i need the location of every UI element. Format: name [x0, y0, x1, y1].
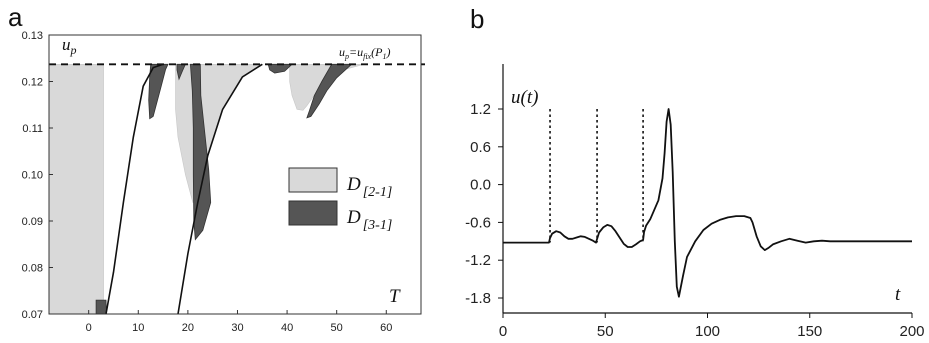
series-line-0 — [503, 108, 912, 298]
region-d21-0 — [48, 64, 104, 315]
panel-a-xlabel: T — [389, 286, 401, 307]
b-ytick-label-4: -1.2 — [465, 252, 491, 269]
a-xtick-label-6: 60 — [380, 322, 392, 334]
panel-a-regions — [48, 63, 365, 315]
a-xtick-label-2: 20 — [182, 322, 194, 334]
a-ytick-label-6: 0.13 — [22, 30, 43, 42]
legend-swatch-d21 — [288, 167, 338, 193]
b-ytick-label-0: 1.2 — [470, 101, 491, 118]
region-d31-3 — [267, 63, 294, 74]
region-d31-4 — [306, 63, 353, 119]
panel-a-lines — [49, 63, 425, 315]
a-ytick-label-4: 0.11 — [22, 123, 43, 135]
a-ytick-label-1: 0.08 — [22, 263, 43, 275]
legend-label-d21: D [2-1] — [346, 174, 392, 200]
a-ytick-label-0: 0.07 — [22, 309, 43, 321]
panel-b-label: b — [470, 4, 484, 34]
panel-a-label: a — [8, 2, 23, 32]
b-xtick-label-1: 50 — [597, 323, 614, 340]
b-ytick-label-5: -1.8 — [465, 290, 491, 307]
b-ytick-label-2: 0.0 — [470, 177, 491, 194]
region-d21-1 — [175, 64, 264, 203]
a-xtick-label-3: 30 — [231, 322, 243, 334]
region-d31-5 — [95, 299, 107, 315]
panel-b-ylabel: u(t) — [511, 87, 538, 108]
panel-a-ylabel: up — [62, 35, 77, 57]
a-ytick-label-3: 0.10 — [22, 170, 43, 182]
panel-a-ticks: 0.07 0.08 0.09 0.10 0.11 0.12 0.13 0 10 20 30 40 50 6… — [22, 30, 393, 334]
b-xtick-label-3: 150 — [797, 323, 822, 340]
legend-label-d31: D [3-1] — [346, 207, 392, 233]
region-d31-0 — [148, 63, 169, 120]
panel-b: b 1.2 0.6 0.0 -0.6 -1.2 -1.8 0 50 100 150 200 u(t)… — [465, 4, 924, 340]
panel-a: a 0.07 0.08 0.09 0.10 0.11 0.12 0.13 0 10 20 30 40 5… — [8, 2, 425, 334]
region-d31-2 — [189, 63, 212, 241]
panel-b-xlabel: t — [895, 284, 901, 305]
a-xtick-label-1: 10 — [132, 322, 144, 334]
panel-b-vlines — [549, 109, 644, 243]
legend-swatch-d31 — [288, 200, 338, 226]
b-xtick-label-0: 0 — [499, 323, 507, 340]
region-d21-2 — [289, 64, 365, 111]
a-xtick-label-5: 50 — [331, 322, 343, 334]
legend: D [2-1] D [3-1] — [288, 167, 392, 233]
boundary-curve-1 — [105, 63, 164, 315]
a-ytick-label-5: 0.12 — [22, 77, 43, 89]
a-ytick-label-2: 0.09 — [22, 216, 43, 228]
panel-b-ticks: 1.2 0.6 0.0 -0.6 -1.2 -1.8 0 50 100 150 200 — [465, 101, 924, 340]
threshold-label: up=ufix(P1) — [339, 45, 390, 61]
b-xtick-label-4: 200 — [899, 323, 924, 340]
panel-b-series — [503, 108, 912, 298]
b-xtick-label-2: 100 — [695, 323, 720, 340]
a-xtick-label-0: 0 — [86, 322, 92, 334]
b-ytick-label-1: 0.6 — [470, 139, 491, 156]
a-xtick-label-4: 40 — [281, 322, 293, 334]
boundary-curve-2 — [177, 63, 263, 315]
b-ytick-label-3: -0.6 — [465, 214, 491, 231]
